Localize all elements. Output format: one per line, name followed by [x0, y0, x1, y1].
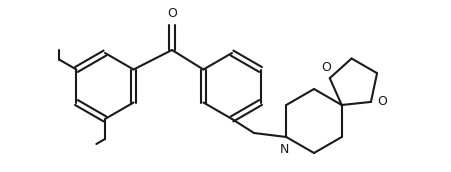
Text: O: O: [320, 61, 330, 74]
Text: N: N: [279, 143, 288, 156]
Text: O: O: [376, 95, 386, 108]
Text: O: O: [167, 7, 176, 20]
